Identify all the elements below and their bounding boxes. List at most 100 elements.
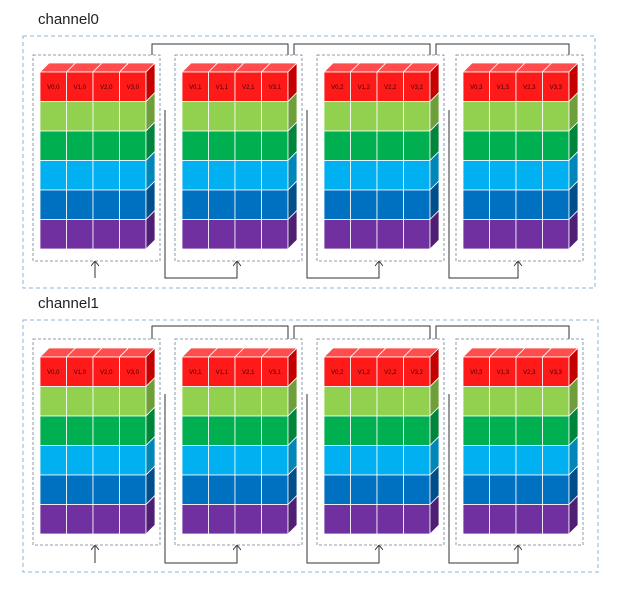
cube-cell xyxy=(323,356,351,387)
cell-label: V1,3 xyxy=(497,85,510,91)
cube-cell xyxy=(39,504,67,535)
cube-cell xyxy=(181,189,209,220)
cube-cell xyxy=(261,101,289,132)
cube-cell xyxy=(208,219,236,250)
cube-cell xyxy=(323,130,351,161)
group-frame xyxy=(32,338,161,546)
cube-cell xyxy=(92,474,120,505)
vector-group: V0,1 V1,1 V2,1 V3,1 xyxy=(174,54,303,262)
cube-cell xyxy=(489,415,517,446)
cube-cell xyxy=(350,386,378,417)
cube-layer: V0,2 V1,2 V2,2 V3,2 xyxy=(323,347,440,388)
cube-cell xyxy=(350,474,378,505)
cube-cell xyxy=(66,101,94,132)
cube-cell xyxy=(403,130,431,161)
cube-cell xyxy=(92,445,120,476)
cube-cell xyxy=(350,504,378,535)
cube-cell xyxy=(489,219,517,250)
cell-label: V3,0 xyxy=(127,370,140,376)
cell-label: V2,2 xyxy=(384,370,397,376)
cell-label: V1,0 xyxy=(74,370,87,376)
cube-cell xyxy=(181,130,209,161)
cube-cell xyxy=(323,474,351,505)
cube-layer xyxy=(323,209,440,250)
cell-label: V3,1 xyxy=(269,85,282,91)
cell-label: V2,1 xyxy=(242,85,255,91)
cube-cell xyxy=(234,101,262,132)
cube-cell xyxy=(92,415,120,446)
cube-cell xyxy=(66,71,94,102)
group-connector xyxy=(151,325,289,564)
cell-label: V1,1 xyxy=(216,85,229,91)
cell-label: V2,0 xyxy=(100,370,113,376)
cube-cell xyxy=(489,356,517,387)
cube-cell xyxy=(234,130,262,161)
cube-cell xyxy=(350,101,378,132)
cube-cell xyxy=(542,445,570,476)
cube-layer xyxy=(181,150,298,191)
cube-cell xyxy=(234,189,262,220)
cube-side-face xyxy=(287,494,298,535)
cell-label: V0,3 xyxy=(470,370,483,376)
cube-cell xyxy=(181,101,209,132)
cube-cell xyxy=(403,356,431,387)
cube-layer xyxy=(39,465,156,506)
cube-cell xyxy=(489,445,517,476)
cell-label: V2,2 xyxy=(384,85,397,91)
cell-label: V3,2 xyxy=(411,370,424,376)
cube-cell xyxy=(376,445,404,476)
cube-cell xyxy=(323,415,351,446)
cube-cell xyxy=(234,386,262,417)
channel-frame xyxy=(22,35,596,289)
cube-cell xyxy=(376,101,404,132)
cube-cell xyxy=(403,71,431,102)
cube-side-face xyxy=(145,209,156,250)
cube-cell xyxy=(66,415,94,446)
cell-label: V0,2 xyxy=(331,85,344,91)
cube-cell xyxy=(261,160,289,191)
cube-cell xyxy=(462,356,490,387)
cube-cell xyxy=(261,386,289,417)
cube-layer xyxy=(39,121,156,162)
cube-cell xyxy=(181,474,209,505)
cube-cell xyxy=(542,386,570,417)
cube-layer xyxy=(181,406,298,447)
cube-layer xyxy=(462,494,579,535)
group-connector xyxy=(435,43,570,279)
cell-label: V0,3 xyxy=(470,85,483,91)
cube-cell xyxy=(39,160,67,191)
cube-cell xyxy=(39,445,67,476)
cube-layer xyxy=(323,150,440,191)
cube-cell xyxy=(515,474,543,505)
cube-cell xyxy=(261,189,289,220)
group-frame xyxy=(316,54,445,262)
cube-cell xyxy=(181,415,209,446)
cube-cell xyxy=(208,160,236,191)
group-frame xyxy=(32,54,161,262)
cube-cell xyxy=(403,415,431,446)
cube-cell xyxy=(323,504,351,535)
cube-cell xyxy=(208,71,236,102)
cube-cell xyxy=(350,445,378,476)
cube-cell xyxy=(350,415,378,446)
cube-cell xyxy=(350,71,378,102)
cube-cell xyxy=(350,219,378,250)
cube-cell xyxy=(208,356,236,387)
cube-layer xyxy=(181,435,298,476)
channel-frame xyxy=(22,319,599,573)
cube-layer: V0,2 V1,2 V2,2 V3,2 xyxy=(323,62,440,103)
vector-group: V0,0 V1,0 V2,0 V3,0 xyxy=(32,54,161,262)
cube-cell xyxy=(208,189,236,220)
cube-cell xyxy=(119,445,147,476)
cube-cell xyxy=(261,474,289,505)
group-frame xyxy=(174,338,303,546)
cell-label: V0,2 xyxy=(331,370,344,376)
cube-cell xyxy=(208,474,236,505)
cube-layer: V0,0 V1,0 V2,0 V3,0 xyxy=(39,62,156,103)
cube-cell xyxy=(542,415,570,446)
cube-cell xyxy=(39,386,67,417)
group-frame xyxy=(316,338,445,546)
cube-cell xyxy=(515,415,543,446)
cube-cell xyxy=(376,504,404,535)
cube-cell xyxy=(542,130,570,161)
